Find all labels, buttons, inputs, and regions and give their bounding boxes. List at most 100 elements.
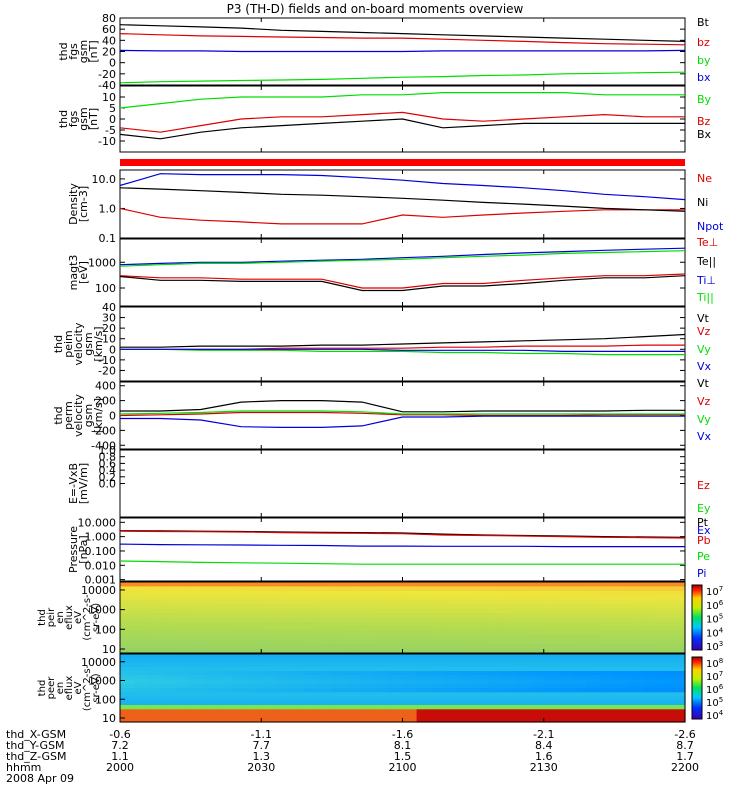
spectrogram-cell bbox=[444, 679, 460, 685]
spectrogram-cell bbox=[557, 662, 573, 668]
spectrogram-cell bbox=[275, 599, 291, 605]
spectrogram-cell bbox=[120, 705, 135, 710]
series-line-te bbox=[119, 273, 686, 289]
spectrogram-cell bbox=[515, 709, 531, 715]
spectrogram-cell bbox=[459, 717, 474, 723]
spectrogram-cell bbox=[572, 635, 587, 641]
spectrogram-cell bbox=[402, 648, 418, 654]
spectrogram-cell bbox=[388, 586, 404, 592]
panel-frame bbox=[119, 449, 686, 518]
y-tick-label: 0.1 bbox=[99, 232, 117, 245]
spectrogram-cell bbox=[162, 639, 178, 645]
spectrogram-cell bbox=[572, 644, 587, 650]
spectrogram-cell bbox=[501, 675, 517, 681]
spectrogram-cell bbox=[303, 595, 319, 601]
spectrogram-cell bbox=[233, 621, 248, 627]
spectrogram-cell bbox=[430, 709, 446, 715]
legend-bz: Bz bbox=[697, 115, 711, 128]
spectrogram-cell bbox=[275, 586, 291, 592]
y-tick-label: 0 bbox=[109, 113, 116, 126]
spectrogram-cell bbox=[148, 630, 163, 636]
spectrogram-cell bbox=[331, 688, 347, 693]
spectrogram-cell bbox=[218, 654, 234, 659]
spectrogram-cell bbox=[572, 679, 587, 685]
spectrogram-cell bbox=[134, 617, 149, 623]
spectrogram-cell bbox=[642, 705, 658, 710]
spectrogram-cell bbox=[670, 700, 686, 706]
spectrogram-cell bbox=[233, 713, 248, 719]
spectrogram-cell bbox=[317, 671, 333, 676]
spectrogram-cell bbox=[557, 599, 573, 605]
spectrogram-cell bbox=[134, 648, 149, 654]
spectrogram-cell bbox=[204, 683, 220, 689]
spectrogram-cell bbox=[628, 705, 644, 710]
y-axis-label: magt3 bbox=[67, 255, 80, 291]
spectrogram-cell bbox=[120, 621, 135, 627]
spectrogram-cell bbox=[218, 705, 234, 710]
colorbar-exponent: 6 bbox=[719, 599, 724, 607]
spectrogram-cell bbox=[557, 679, 573, 685]
spectrogram-cell bbox=[120, 709, 135, 715]
spectrogram-cell bbox=[120, 586, 135, 592]
spectrogram-cell bbox=[317, 639, 333, 645]
spectrogram-cell bbox=[303, 688, 319, 693]
spectrogram-cell bbox=[600, 621, 615, 627]
spectrogram-cell bbox=[444, 621, 460, 627]
spectrogram-cell bbox=[529, 654, 545, 659]
y-axis-label: Pressure bbox=[67, 526, 80, 573]
y-tick-label: 1.0 bbox=[99, 202, 117, 215]
spectrogram-cell bbox=[473, 590, 488, 596]
spectrogram-cell bbox=[487, 683, 502, 689]
spectrogram-cell bbox=[360, 644, 375, 650]
x-tick-label: -1.1 bbox=[251, 728, 272, 741]
spectrogram-cell bbox=[388, 696, 404, 702]
legend-ni: Ni bbox=[697, 196, 708, 209]
spectrogram-cell bbox=[289, 617, 305, 623]
spectrogram-cell bbox=[331, 662, 347, 668]
spectrogram-cell bbox=[360, 713, 375, 719]
spectrogram-cell bbox=[346, 604, 361, 610]
spectrogram-cell bbox=[628, 696, 644, 702]
spectrogram-cell bbox=[360, 679, 375, 685]
spectrogram-cell bbox=[416, 666, 432, 672]
spectrogram-cell bbox=[572, 639, 587, 645]
spectrogram-cell bbox=[572, 613, 587, 619]
spectrogram-cell bbox=[402, 590, 418, 596]
spectrogram-cell bbox=[289, 639, 305, 645]
spectrogram-cell bbox=[247, 666, 262, 672]
spectrogram-cell bbox=[388, 671, 404, 676]
spectrogram-cell bbox=[303, 705, 319, 710]
spectrogram-cell bbox=[303, 713, 319, 719]
spectrogram-cell bbox=[473, 683, 488, 689]
spectrogram-cell bbox=[374, 679, 389, 685]
spectrogram-cell bbox=[614, 666, 630, 672]
spectrogram-cell bbox=[218, 639, 234, 645]
spectrogram-cell bbox=[275, 613, 291, 619]
spectrogram-cell bbox=[162, 662, 178, 668]
spectrogram-cell bbox=[317, 654, 333, 659]
spectrogram-cell bbox=[120, 658, 135, 664]
spectrogram-cell bbox=[642, 679, 658, 685]
spectrogram-cell bbox=[529, 604, 545, 610]
spectrogram-cell bbox=[600, 604, 615, 610]
series-line-bx bbox=[119, 118, 685, 140]
spectrogram-cell bbox=[543, 705, 559, 710]
spectrogram-cell bbox=[444, 604, 460, 610]
spectrogram-cell bbox=[233, 626, 248, 632]
spectrogram-cell bbox=[416, 582, 432, 587]
spectrogram-cell bbox=[218, 713, 234, 719]
spectrogram-cell bbox=[247, 683, 262, 689]
spectrogram-cell bbox=[148, 692, 163, 698]
y-tick-label: -40 bbox=[98, 79, 116, 92]
spectrogram-cell bbox=[628, 654, 644, 659]
y-axis-label: gsm bbox=[82, 404, 95, 427]
spectrogram-cell bbox=[162, 595, 178, 601]
spectrogram-cell bbox=[557, 709, 573, 715]
spectrogram-cell bbox=[346, 599, 361, 605]
spectrogram-cell bbox=[148, 688, 163, 693]
spectrogram-cell bbox=[388, 717, 404, 723]
spectrogram-cell bbox=[473, 709, 488, 715]
spectrogram-cell bbox=[473, 705, 488, 710]
spectrogram-cell bbox=[331, 700, 347, 706]
spectrogram-cell bbox=[487, 639, 502, 645]
